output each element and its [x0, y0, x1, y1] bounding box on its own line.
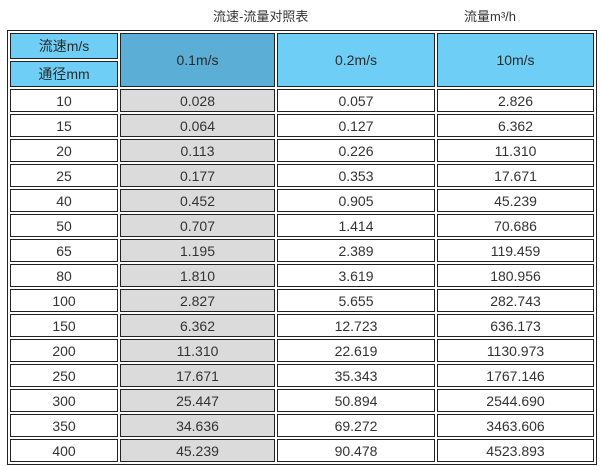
- diameter-cell: 80: [10, 264, 118, 287]
- flow-value-cell: 70.686: [437, 214, 594, 237]
- header-row-bottom: 通径mm: [10, 61, 594, 87]
- flow-value-cell: 5.655: [277, 289, 435, 312]
- flow-value-cell: 282.743: [437, 289, 594, 312]
- flow-value-cell: 34.636: [120, 414, 275, 437]
- flow-value-cell: 25.447: [120, 389, 275, 412]
- corner-cell-velocity: 流速m/s: [10, 33, 118, 59]
- flow-value-cell: 6.362: [120, 314, 275, 337]
- flow-unit-label: 流量m³/h: [464, 9, 517, 24]
- flow-value-cell: 35.343: [277, 364, 435, 387]
- diameter-cell: 40: [10, 189, 118, 212]
- flow-value-cell: 0.452: [120, 189, 275, 212]
- flow-value-cell: 0.064: [120, 114, 275, 137]
- table-row: 300 25.447 50.894 2544.690: [10, 389, 594, 412]
- flow-value-cell: 0.353: [277, 164, 435, 187]
- speed-header-0-2: 0.2m/s: [277, 33, 435, 87]
- flow-value-cell: 11.310: [120, 339, 275, 362]
- flow-value-cell: 1.195: [120, 239, 275, 262]
- flow-value-cell: 1767.146: [437, 364, 594, 387]
- flow-value-cell: 0.905: [277, 189, 435, 212]
- flow-value-cell: 0.177: [120, 164, 275, 187]
- flow-value-cell: 636.173: [437, 314, 594, 337]
- header-row-top: 流速m/s 0.1m/s 0.2m/s 10m/s: [10, 33, 594, 87]
- table-row: 25 0.177 0.353 17.671: [10, 164, 594, 187]
- diameter-cell: 25: [10, 164, 118, 187]
- table-row: 350 34.636 69.272 3463.606: [10, 414, 594, 437]
- flow-value-cell: 3.619: [277, 264, 435, 287]
- diameter-cell: 10: [10, 89, 118, 112]
- flow-value-cell: 0.127: [277, 114, 435, 137]
- flow-value-cell: 17.671: [437, 164, 594, 187]
- flow-value-cell: 0.707: [120, 214, 275, 237]
- table-row: 15 0.064 0.127 6.362: [10, 114, 594, 137]
- speed-header-0-1: 0.1m/s: [120, 33, 275, 87]
- speed-header-10: 10m/s: [437, 33, 594, 87]
- flow-value-cell: 2.389: [277, 239, 435, 262]
- diameter-cell: 20: [10, 139, 118, 162]
- flow-value-cell: 69.272: [277, 414, 435, 437]
- table-row: 250 17.671 35.343 1767.146: [10, 364, 594, 387]
- diameter-cell: 300: [10, 389, 118, 412]
- flow-rate-table: 流速m/s 0.1m/s 0.2m/s 10m/s 通径mm 10 0.028 0.…: [7, 30, 597, 465]
- flow-table-body: 10 0.028 0.057 2.826 15 0.064 0.127 6.362 20 0.11…: [10, 89, 594, 462]
- title-bar: 流速-流量对照表 流量m³/h: [0, 0, 600, 30]
- diameter-cell: 400: [10, 439, 118, 462]
- flow-value-cell: 6.362: [437, 114, 594, 137]
- table-row: 80 1.810 3.619 180.956: [10, 264, 594, 287]
- diameter-cell: 50: [10, 214, 118, 237]
- flow-value-cell: 1130.973: [437, 339, 594, 362]
- flow-value-cell: 4523.893: [437, 439, 594, 462]
- table-row: 200 11.310 22.619 1130.973: [10, 339, 594, 362]
- diameter-cell: 350: [10, 414, 118, 437]
- flow-value-cell: 0.226: [277, 139, 435, 162]
- flow-value-cell: 0.057: [277, 89, 435, 112]
- flow-value-cell: 1.414: [277, 214, 435, 237]
- flow-value-cell: 2544.690: [437, 389, 594, 412]
- flow-value-cell: 2.826: [437, 89, 594, 112]
- table-row: 40 0.452 0.905 45.239: [10, 189, 594, 212]
- diameter-cell: 65: [10, 239, 118, 262]
- diameter-cell: 100: [10, 289, 118, 312]
- table-row: 20 0.113 0.226 11.310: [10, 139, 594, 162]
- flow-value-cell: 0.028: [120, 89, 275, 112]
- diameter-cell: 250: [10, 364, 118, 387]
- flow-value-cell: 50.894: [277, 389, 435, 412]
- flow-value-cell: 12.723: [277, 314, 435, 337]
- table-row: 10 0.028 0.057 2.826: [10, 89, 594, 112]
- table-row: 400 45.239 90.478 4523.893: [10, 439, 594, 462]
- table-row: 65 1.195 2.389 119.459: [10, 239, 594, 262]
- flow-value-cell: 180.956: [437, 264, 594, 287]
- flow-value-cell: 90.478: [277, 439, 435, 462]
- table-row: 150 6.362 12.723 636.173: [10, 314, 594, 337]
- flow-value-cell: 45.239: [437, 189, 594, 212]
- diameter-cell: 200: [10, 339, 118, 362]
- flow-value-cell: 11.310: [437, 139, 594, 162]
- page-title: 流速-流量对照表: [213, 9, 309, 24]
- corner-cell-diameter: 通径mm: [10, 61, 118, 87]
- flow-value-cell: 17.671: [120, 364, 275, 387]
- table-row: 50 0.707 1.414 70.686: [10, 214, 594, 237]
- flow-value-cell: 22.619: [277, 339, 435, 362]
- flow-value-cell: 0.113: [120, 139, 275, 162]
- flow-value-cell: 3463.606: [437, 414, 594, 437]
- flow-value-cell: 2.827: [120, 289, 275, 312]
- table-header: 流速m/s 0.1m/s 0.2m/s 10m/s 通径mm: [10, 33, 594, 87]
- flow-value-cell: 119.459: [437, 239, 594, 262]
- flow-value-cell: 1.810: [120, 264, 275, 287]
- table-row: 100 2.827 5.655 282.743: [10, 289, 594, 312]
- diameter-cell: 150: [10, 314, 118, 337]
- diameter-cell: 15: [10, 114, 118, 137]
- flow-value-cell: 45.239: [120, 439, 275, 462]
